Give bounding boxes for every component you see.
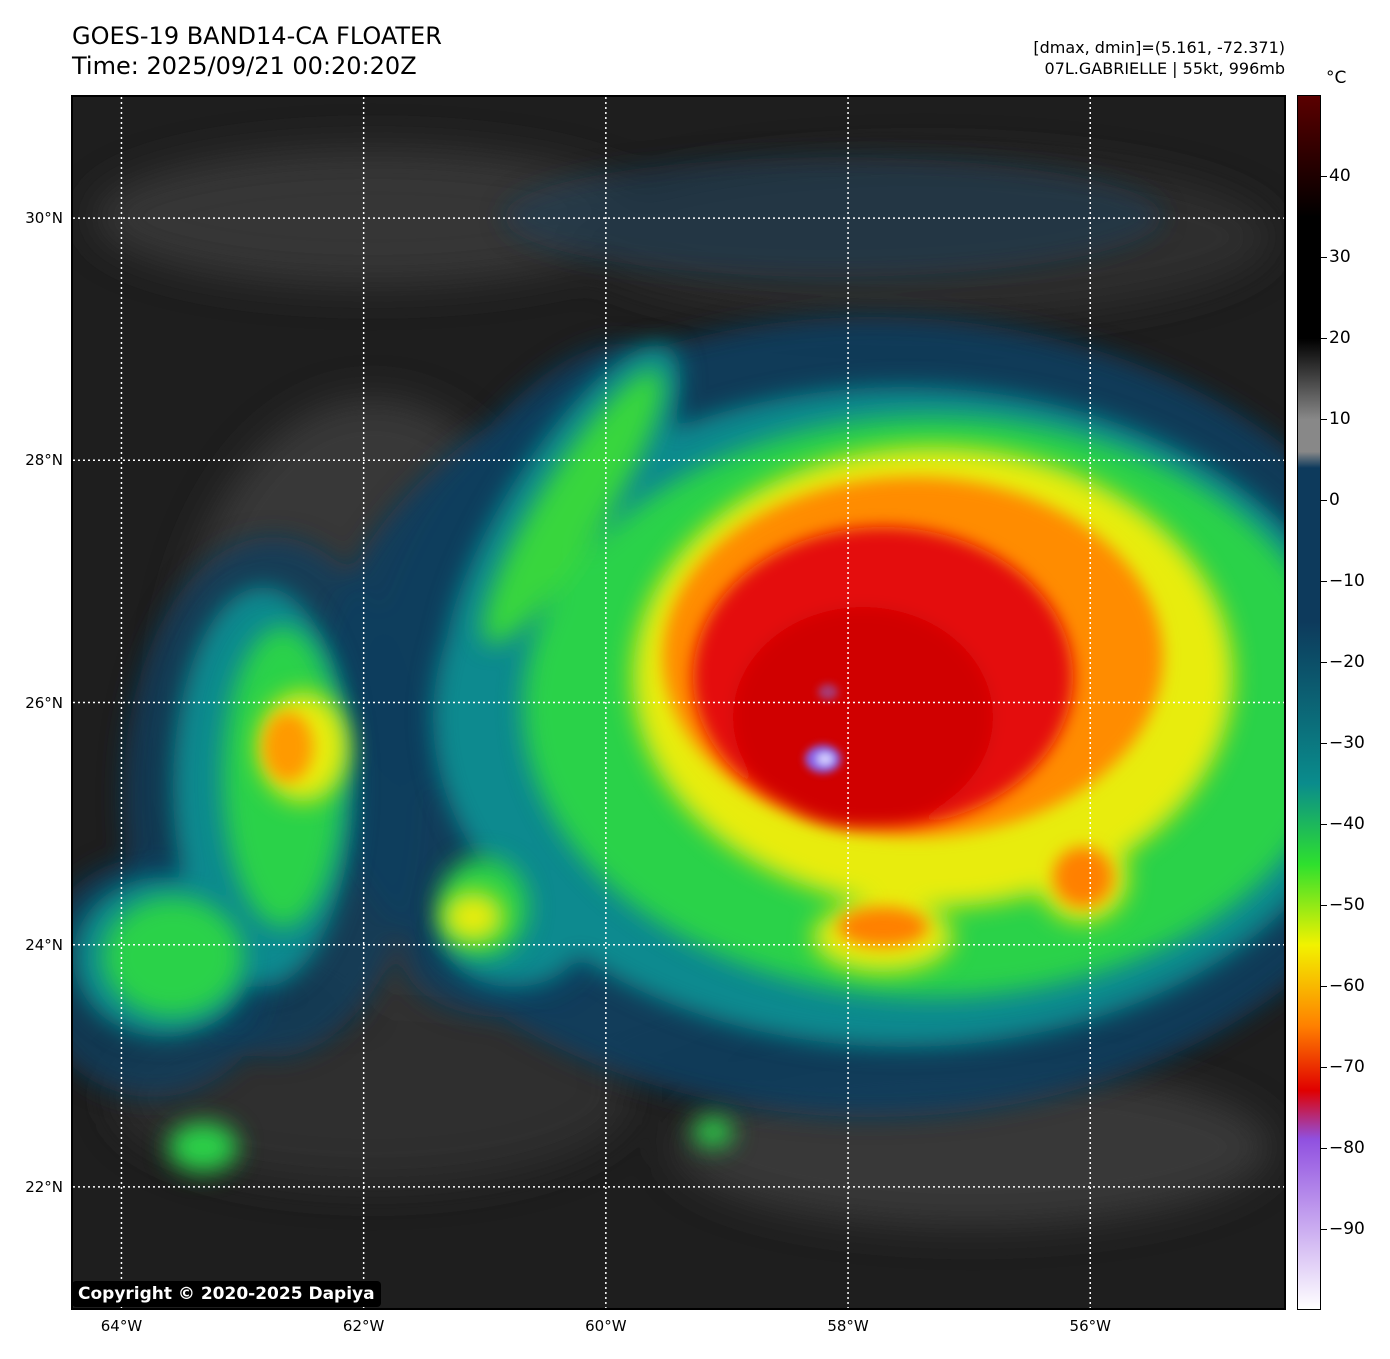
colorbar-tick-mark: [1321, 1148, 1327, 1149]
colorbar-tick-mark: [1321, 905, 1327, 906]
colorbar-tick-mark: [1321, 1067, 1327, 1068]
colorbar-tick-label: 40: [1329, 166, 1351, 186]
colorbar-tick-label: −50: [1329, 895, 1365, 915]
lon-label: 60°W: [585, 1317, 627, 1335]
map-time: Time: 2025/09/21 00:20:20Z: [72, 52, 417, 80]
temperature-colorbar: [1297, 95, 1321, 1310]
lon-label: 58°W: [827, 1317, 869, 1335]
colorbar-tick-label: −90: [1329, 1219, 1365, 1239]
satellite-map[interactable]: [71, 95, 1286, 1310]
colorbar-tick-mark: [1321, 419, 1327, 420]
colorbar-tick-label: −70: [1329, 1057, 1365, 1077]
colorbar-tick-label: −10: [1329, 571, 1365, 591]
lon-label: 56°W: [1069, 1317, 1111, 1335]
lat-label: 24°N: [25, 935, 63, 954]
lat-label: 30°N: [25, 209, 63, 228]
colorbar-tick-mark: [1321, 176, 1327, 177]
colorbar-tick-mark: [1321, 824, 1327, 825]
colorbar-tick-mark: [1321, 500, 1327, 501]
lat-label: 22°N: [25, 1177, 63, 1196]
colorbar-tick-mark: [1321, 338, 1327, 339]
storm-info: 07L.GABRIELLE | 55kt, 996mb: [1044, 59, 1285, 78]
lon-label: 62°W: [342, 1317, 385, 1335]
lat-label: 26°N: [25, 693, 63, 712]
colorbar-tick-mark: [1321, 257, 1327, 258]
copyright-badge: Copyright © 2020-2025 Dapiya: [72, 1281, 381, 1307]
colorbar-tick-label: 30: [1329, 247, 1351, 267]
lat-label: 28°N: [25, 451, 63, 470]
colorbar-tick-label: −80: [1329, 1138, 1365, 1158]
colorbar-tick-label: −30: [1329, 733, 1365, 753]
colorbar-tick-label: −60: [1329, 976, 1365, 996]
lon-label: 64°W: [100, 1317, 143, 1335]
colorbar-tick-mark: [1321, 986, 1327, 987]
colorbar-tick-label: −40: [1329, 814, 1365, 834]
colorbar-tick-label: 0: [1329, 490, 1340, 510]
colorbar-tick-label: 20: [1329, 328, 1351, 348]
colorbar-tick-label: 10: [1329, 409, 1351, 429]
colorbar-tick-mark: [1321, 662, 1327, 663]
map-title: GOES-19 BAND14-CA FLOATER: [72, 22, 442, 50]
colorbar-tick-label: −20: [1329, 652, 1365, 672]
colorbar-tick-mark: [1321, 581, 1327, 582]
colorbar-tick-mark: [1321, 1229, 1327, 1230]
graticule: [73, 97, 1284, 1308]
colorbar-unit: °C: [1326, 68, 1347, 88]
infrared-imagery: [73, 97, 1284, 1308]
colorbar-tick-mark: [1321, 743, 1327, 744]
data-range-info: [dmax, dmin]=(5.161, -72.371): [1033, 38, 1285, 57]
